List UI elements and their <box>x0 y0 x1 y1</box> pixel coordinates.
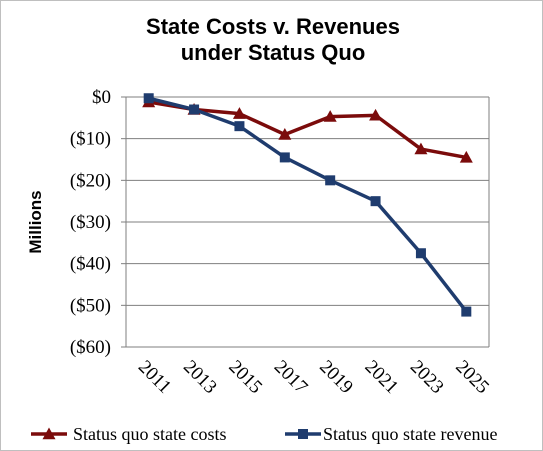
data-point-square <box>370 196 381 207</box>
x-tick-label: 2015 <box>224 356 266 398</box>
y-tick-label: ($40) <box>70 254 111 275</box>
data-point-square <box>298 429 308 439</box>
y-tick-label: ($60) <box>70 337 111 358</box>
data-point-square <box>461 306 472 317</box>
data-point-triangle <box>42 427 56 440</box>
series-line <box>148 96 468 313</box>
data-point-square <box>189 104 200 115</box>
x-axis-ticks: 2011 2013 2015 2017 2019 2021 2023 2025 <box>134 356 493 398</box>
x-tick-label: 2023 <box>406 356 448 398</box>
legend-label: Status quo state revenue <box>323 424 497 444</box>
y-tick-label: ($30) <box>70 212 111 233</box>
data-point-square <box>325 175 336 186</box>
y-tick-label: ($10) <box>70 129 111 150</box>
chart-title-line-2: under Status Quo <box>181 40 366 65</box>
y-tick-label: ($20) <box>70 170 111 191</box>
data-point-triangle <box>459 150 473 163</box>
y-tick-label: ($50) <box>70 295 111 316</box>
gridlines <box>126 96 489 348</box>
data-point-square <box>234 121 245 132</box>
legend-item: Status quo state costs <box>31 424 227 444</box>
x-tick-label: 2025 <box>451 356 493 398</box>
data-point-triangle <box>278 128 292 140</box>
x-tick-label: 2017 <box>270 356 312 398</box>
legend-item: Status quo state revenue <box>285 424 497 444</box>
series-line <box>148 100 467 160</box>
x-tick-label: 2019 <box>315 356 357 398</box>
x-tick-label: 2011 <box>134 356 175 397</box>
data-point-triangle <box>369 108 383 121</box>
x-tick-label: 2013 <box>179 356 221 398</box>
data-point-triangle <box>232 107 246 119</box>
series-revenue <box>143 93 472 317</box>
axes <box>121 96 490 348</box>
y-axis-ticks: $0 ($10) ($20) ($30) ($40) ($50) ($60) <box>70 87 111 358</box>
data-point-square <box>415 248 426 259</box>
legend-label: Status quo state costs <box>73 424 227 444</box>
legend: Status quo state costs Status quo state r… <box>31 424 497 444</box>
chart-title-line-1: State Costs v. Revenues <box>146 14 400 39</box>
data-series <box>142 93 473 317</box>
data-point-triangle <box>414 142 428 155</box>
x-tick-label: 2021 <box>361 356 403 398</box>
data-point-square <box>279 152 290 163</box>
y-tick-label: $0 <box>92 87 111 108</box>
data-point-triangle <box>323 110 337 122</box>
y-axis-label: Millions <box>26 190 45 253</box>
data-point-square <box>143 93 154 104</box>
